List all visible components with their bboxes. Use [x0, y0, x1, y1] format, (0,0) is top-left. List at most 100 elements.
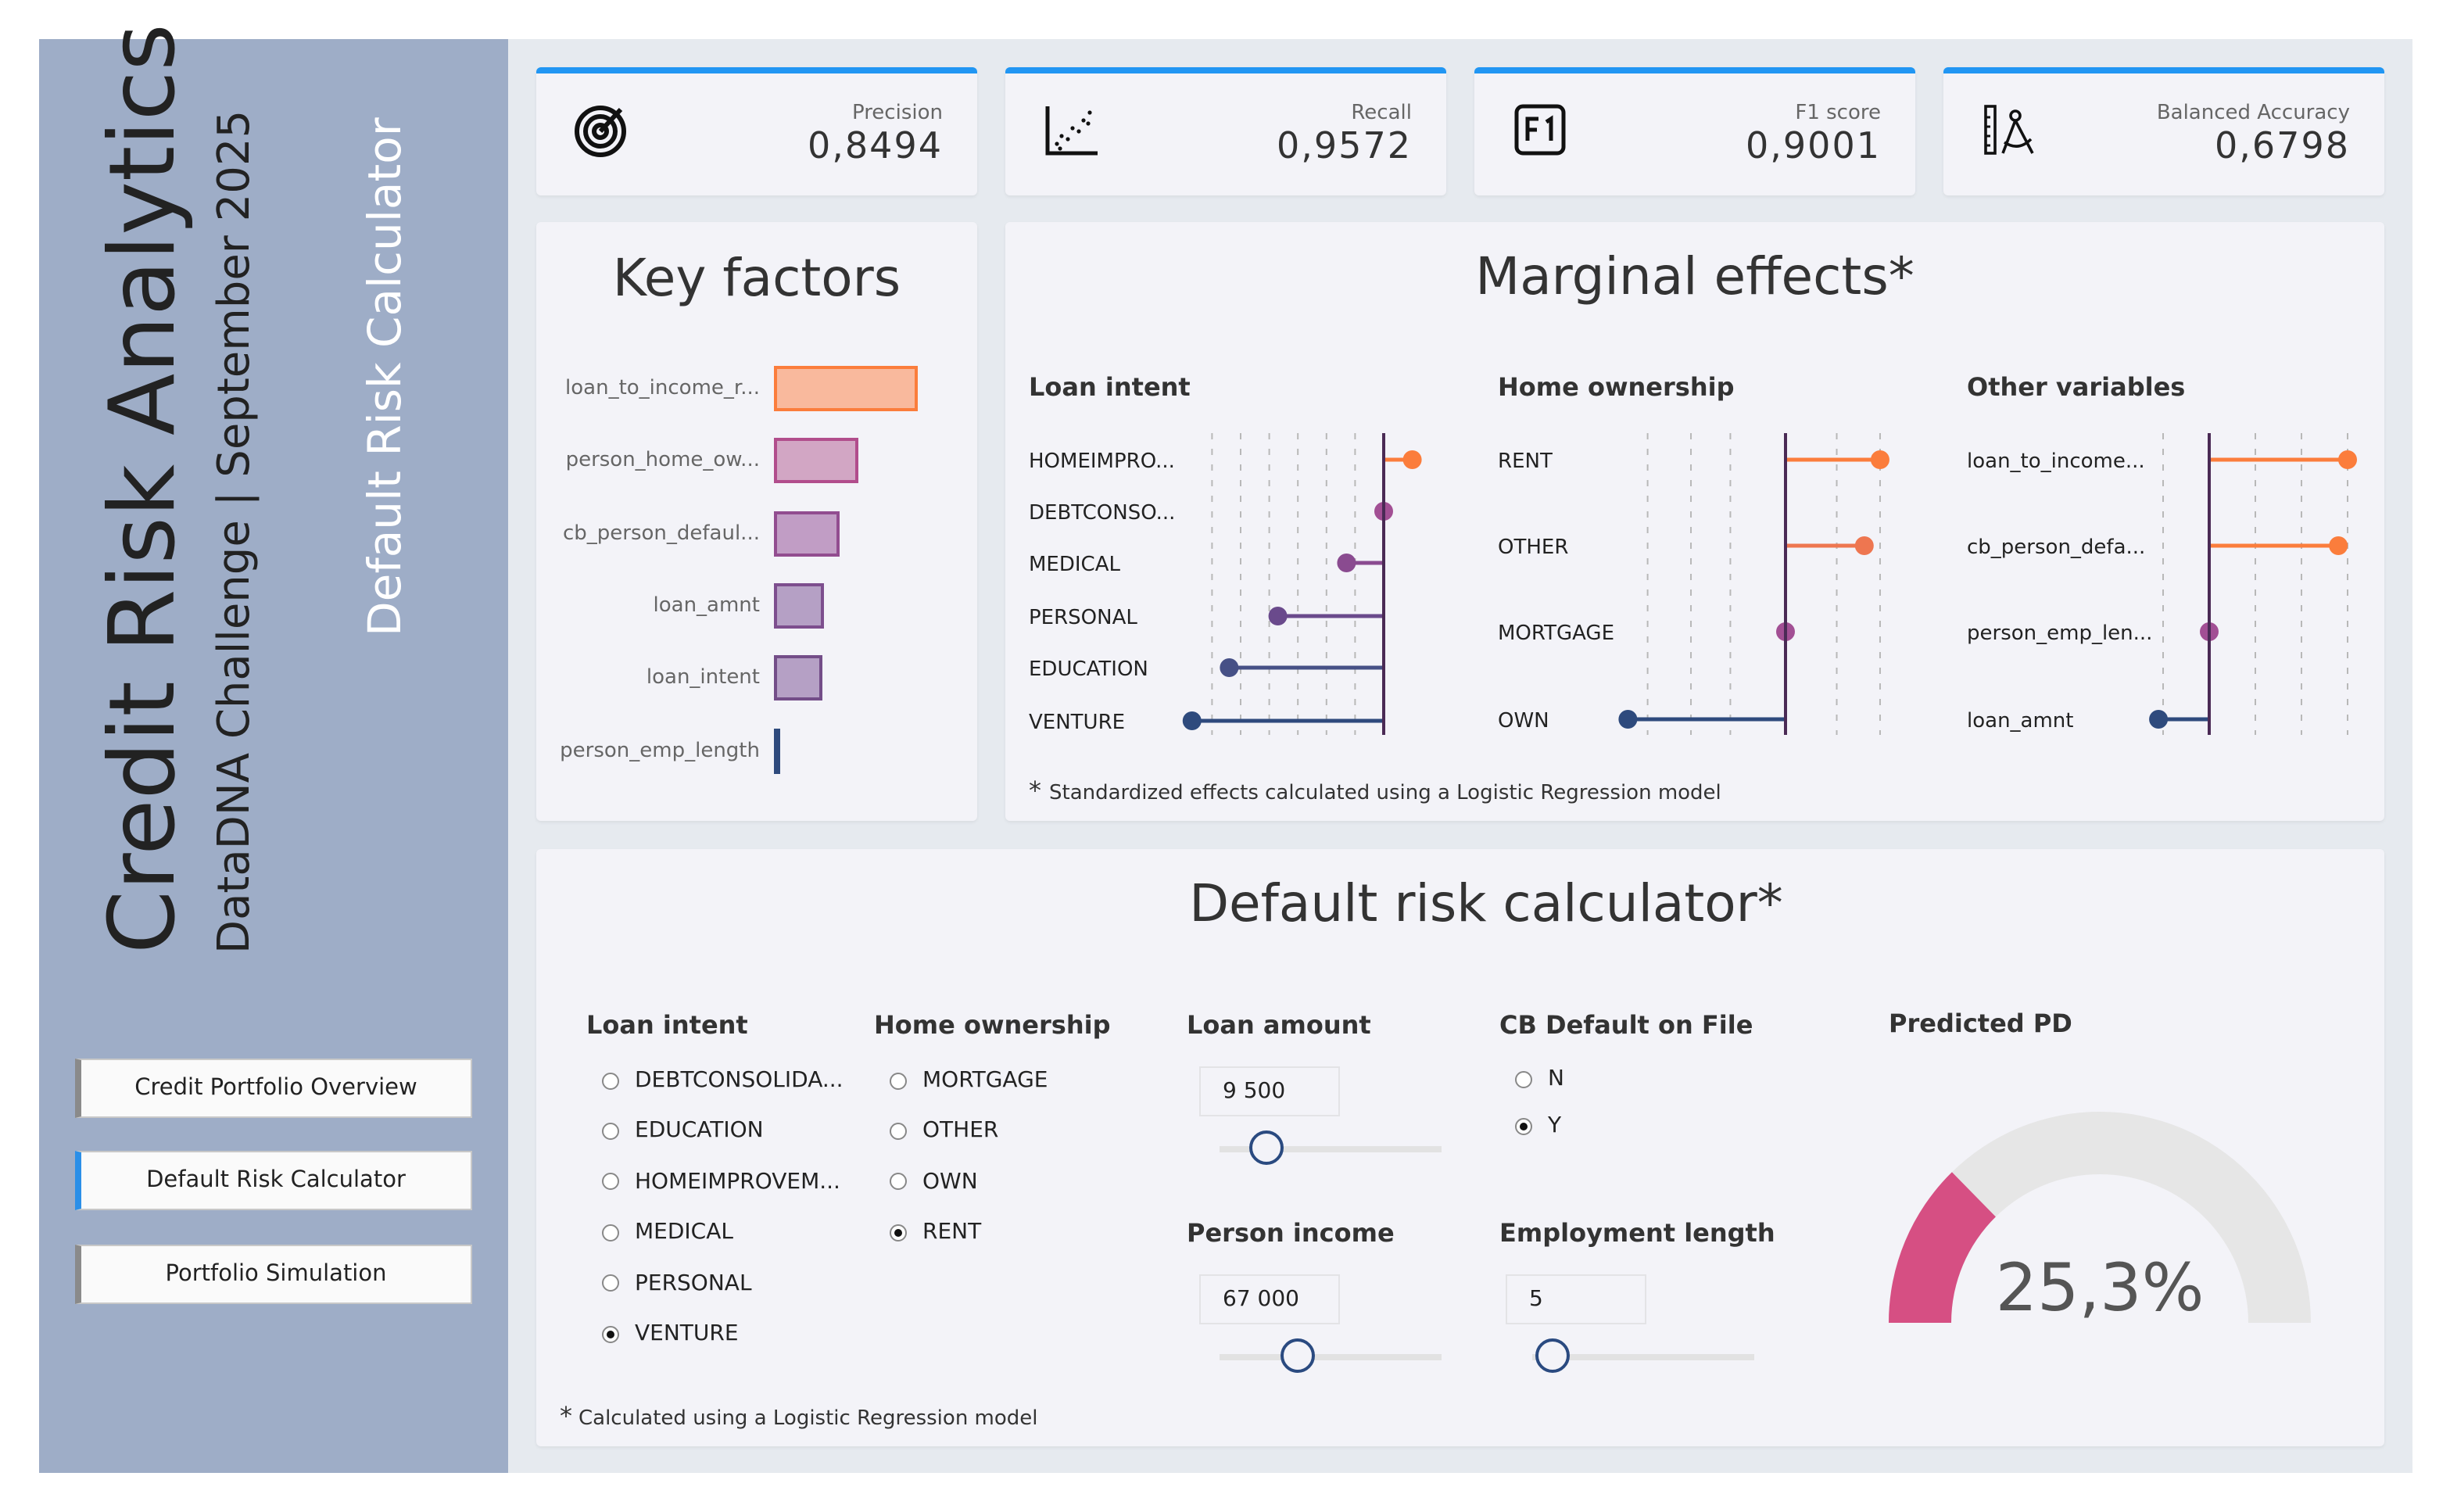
key-factor-label: loan_amnt — [653, 593, 761, 618]
kpi-label: Balanced Accuracy — [2156, 102, 2350, 125]
gauge-track — [1889, 1112, 2311, 1323]
effect-dot — [2338, 450, 2357, 469]
radio-button[interactable] — [890, 1122, 907, 1140]
radio-label: MORTGAGE — [922, 1068, 1048, 1093]
radio-button[interactable] — [602, 1173, 619, 1191]
radio-button[interactable] — [602, 1224, 619, 1241]
radio-button[interactable] — [602, 1274, 619, 1292]
key-factor-bar — [774, 438, 858, 484]
employment-length-input[interactable]: 5 — [1506, 1274, 1646, 1324]
key-factor-bar — [774, 582, 824, 629]
predicted-pd-gauge: 25,3% — [1889, 1112, 2311, 1326]
radio-label: HOMEIMPROVEM... — [635, 1169, 840, 1195]
key-factor-label: loan_to_income_r... — [565, 377, 760, 400]
effect-dot — [1618, 710, 1638, 729]
person-income-input[interactable]: 67 000 — [1199, 1274, 1340, 1324]
radio-button[interactable] — [890, 1224, 907, 1241]
panel-title-home-ownership: Home ownership — [1498, 372, 1735, 402]
effect-label: RENT — [1498, 450, 1553, 473]
radio-label: Y — [1548, 1113, 1562, 1138]
cb-default-label: CB Default on File — [1499, 1010, 1753, 1040]
effect-dot — [1182, 711, 1202, 730]
kpi-card-precision: Precision 0,8494 — [536, 67, 977, 195]
effect-label: EDUCATION — [1029, 657, 1148, 681]
slider-thumb[interactable] — [1248, 1130, 1284, 1165]
radio-option[interactable]: PERSONAL — [602, 1270, 752, 1295]
radio-option[interactable]: OWN — [890, 1170, 978, 1195]
radio-option[interactable]: OTHER — [890, 1119, 998, 1144]
effect-dot — [1337, 554, 1356, 572]
kpi-value: 0,8494 — [808, 127, 943, 167]
nav-credit-portfolio-overview[interactable]: Credit Portfolio Overview — [75, 1059, 472, 1118]
radio-option[interactable]: EDUCATION — [602, 1119, 764, 1144]
key-factor-bar — [774, 511, 840, 557]
slider-thumb[interactable] — [1280, 1338, 1315, 1373]
kpi-card-recall: Recall 0,9572 — [1005, 67, 1446, 195]
scatter-icon — [1045, 106, 1098, 156]
kpi-value: 0,6798 — [2215, 127, 2350, 167]
effect-label: OTHER — [1498, 536, 1568, 559]
kpi-value: 0,9001 — [1746, 127, 1881, 167]
marginal-effects-title: Marginal effects* — [1475, 245, 1915, 306]
loan-amount-slider[interactable] — [1220, 1130, 1442, 1165]
radio-option[interactable]: MORTGAGE — [890, 1068, 1048, 1093]
radio-button[interactable] — [890, 1072, 907, 1089]
radio-option[interactable]: MEDICAL — [602, 1220, 733, 1245]
radio-label: VENTURE — [635, 1321, 739, 1346]
effect-label: loan_to_income... — [1967, 450, 2145, 473]
effect-dot — [2329, 536, 2348, 555]
loan-amount-input[interactable]: 9 500 — [1199, 1066, 1340, 1116]
effect-label: loan_amnt — [1967, 709, 2073, 733]
radio-button[interactable] — [602, 1072, 619, 1089]
radio-option[interactable]: VENTURE — [602, 1321, 739, 1346]
radio-button[interactable] — [602, 1325, 619, 1342]
effect-label: MEDICAL — [1029, 553, 1120, 576]
effect-label: OWN — [1498, 709, 1549, 733]
home-ownership-label: Home ownership — [874, 1010, 1111, 1040]
slider-thumb[interactable] — [1535, 1338, 1570, 1373]
key-factor-bar — [774, 655, 822, 701]
key-factors-card — [536, 222, 977, 821]
radio-option[interactable]: Y — [1515, 1113, 1561, 1138]
footnote-mark: * — [560, 1401, 572, 1431]
effect-label: DEBTCONSO... — [1029, 501, 1175, 525]
ruler-compass-icon — [1984, 105, 2034, 155]
nav-portfolio-simulation[interactable]: Portfolio Simulation — [75, 1245, 472, 1304]
key-factors-title: Key factors — [612, 247, 901, 308]
effect-label: HOMEIMPRO... — [1029, 450, 1175, 473]
nav-default-risk-calculator[interactable]: Default Risk Calculator — [75, 1151, 472, 1210]
effect-dot — [1402, 450, 1422, 469]
radio-label: OTHER — [922, 1118, 999, 1144]
radio-label: N — [1548, 1066, 1564, 1091]
radio-button[interactable] — [890, 1173, 907, 1191]
effect-label: MORTGAGE — [1498, 622, 1614, 645]
effect-label: VENTURE — [1029, 711, 1125, 734]
kpi-card-f1: F1 score 0,9001 — [1474, 67, 1915, 195]
loan-intent-label: Loan intent — [586, 1010, 748, 1040]
f1-icon — [1514, 104, 1566, 156]
effect-dot — [1268, 607, 1288, 625]
effect-label: cb_person_defa... — [1967, 536, 2145, 559]
radio-button[interactable] — [1515, 1070, 1532, 1087]
effect-dot — [2149, 710, 2169, 729]
radio-button[interactable] — [602, 1122, 619, 1140]
radio-option[interactable]: N — [1515, 1066, 1564, 1091]
person-income-slider[interactable] — [1220, 1338, 1442, 1373]
radio-label: RENT — [922, 1220, 982, 1245]
key-factor-bar — [774, 728, 780, 773]
radio-option[interactable]: DEBTCONSOLIDA... — [602, 1068, 844, 1093]
effect-dot — [1870, 450, 1889, 469]
radio-option[interactable]: RENT — [890, 1220, 981, 1245]
employment-length-slider[interactable] — [1532, 1338, 1754, 1373]
kpi-label: Precision — [851, 102, 943, 125]
radio-button[interactable] — [1515, 1117, 1532, 1134]
gauge-value-arc — [1889, 1172, 1996, 1323]
sidebar: Credit Risk Analytics DataDNA Challenge … — [39, 23, 508, 1473]
calculator-footnote: Calculated using a Logistic Regression m… — [578, 1407, 1038, 1431]
calculator-title: Default risk calculator* — [1189, 872, 1783, 933]
footnote-mark: * — [1029, 776, 1041, 805]
effect-label: person_emp_len... — [1967, 622, 2152, 645]
target-icon — [575, 106, 626, 157]
radio-option[interactable]: HOMEIMPROVEM... — [602, 1170, 840, 1195]
